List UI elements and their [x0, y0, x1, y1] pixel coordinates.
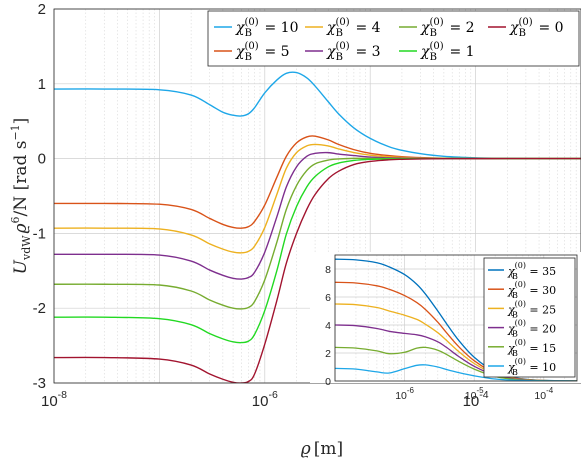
legend-label: χ(0) B = 3 [326, 41, 381, 63]
inset-legend: χ(0) B = 35χ(0) B = 30χ(0) B = 25χ(0) B = 20… [483, 257, 576, 378]
main-legend: χ(0) B = 10χ(0) B = 5 χ(0) B = 4χ(0) B = 3 χ(0… [207, 10, 580, 67]
legend-label: χ(0) B = 25 [507, 299, 556, 319]
legend-label: χ(0) B = 2 [420, 17, 475, 39]
main-x-tick-labels: 10-8 10-6 10-4 [41, 389, 489, 410]
legend-label: χ(0) B = 5 [235, 41, 290, 63]
legend-label: χ(0) B = 10 [507, 357, 556, 377]
x-tick-label: 10-4 [463, 389, 489, 410]
main-y-tick-labels: -3 -2 -1 0 1 2 [33, 1, 46, 392]
y-tick-label: 4 [325, 320, 331, 332]
legend-label: χ(0) B = 30 [507, 280, 556, 300]
legend-label: χ(0) B = 10 [235, 17, 298, 39]
y-tick-label: 6 [325, 292, 331, 304]
x-tick-label: 10-5 [465, 386, 484, 402]
inset-axes-box [334, 254, 578, 382]
x-axis-label: ϱ [m] [301, 439, 343, 459]
y-tick-label: -1 [33, 225, 46, 242]
y-tick-label: 2 [325, 348, 331, 360]
y-tick-label: 0 [325, 376, 331, 388]
main-plot-lines [54, 71, 581, 383]
legend-label: χ(0) B = 35 [507, 261, 556, 281]
x-tick-label: 10-8 [41, 389, 67, 410]
legend-item: χ(0) B = 35 [488, 261, 556, 281]
series-line-0 [54, 157, 581, 383]
y-tick-label: 1 [38, 76, 46, 93]
series-line-10 [54, 71, 581, 160]
y-axis-label: UvdWϱ6/N [rad s−1] [9, 118, 33, 275]
x-tick-label: 10-6 [252, 389, 278, 410]
legend-item: χ(0) B = 30 [488, 280, 556, 300]
main-chart: 10-8 10-6 10-4 -3 -2 -1 0 1 2 ϱ [m] UvdWϱ6/N [ra… [9, 1, 581, 459]
legend-item: χ(0) B = 5 [214, 41, 290, 63]
legend-label: χ(0) B = 1 [420, 41, 475, 63]
inset-x-tick-labels: 10-6 10-5 10-4 [395, 386, 554, 402]
x-tick-label: 10-4 [534, 386, 553, 402]
legend-item: χ(0) B = 15 [488, 338, 556, 358]
legend-item: χ(0) B = 0 [488, 17, 564, 39]
legend-item: χ(0) B = 3 [305, 41, 381, 63]
legend-item: χ(0) B = 10 [214, 17, 298, 39]
inset-y-tick-labels: 0 2 4 6 8 [325, 264, 331, 388]
y-tick-label: 2 [38, 1, 46, 18]
x-tick-label: 10-6 [395, 386, 414, 402]
y-tick-label: -3 [33, 375, 46, 392]
y-tick-label: -2 [33, 300, 46, 317]
legend-label: χ(0) B = 20 [507, 319, 556, 339]
legend-item: χ(0) B = 20 [488, 319, 556, 339]
legend-item: χ(0) B = 1 [399, 41, 475, 63]
legend-label: χ(0) B = 4 [326, 17, 381, 39]
legend-label: χ(0) B = 15 [507, 338, 556, 358]
legend-item: χ(0) B = 2 [399, 17, 475, 39]
y-tick-label: 8 [325, 264, 331, 276]
legend-item: χ(0) B = 4 [305, 17, 381, 39]
y-tick-label: 0 [38, 151, 46, 168]
legend-label: χ(0) B = 0 [509, 17, 564, 39]
legend-item: χ(0) B = 25 [488, 299, 556, 319]
legend-item: χ(0) B = 10 [488, 357, 556, 377]
